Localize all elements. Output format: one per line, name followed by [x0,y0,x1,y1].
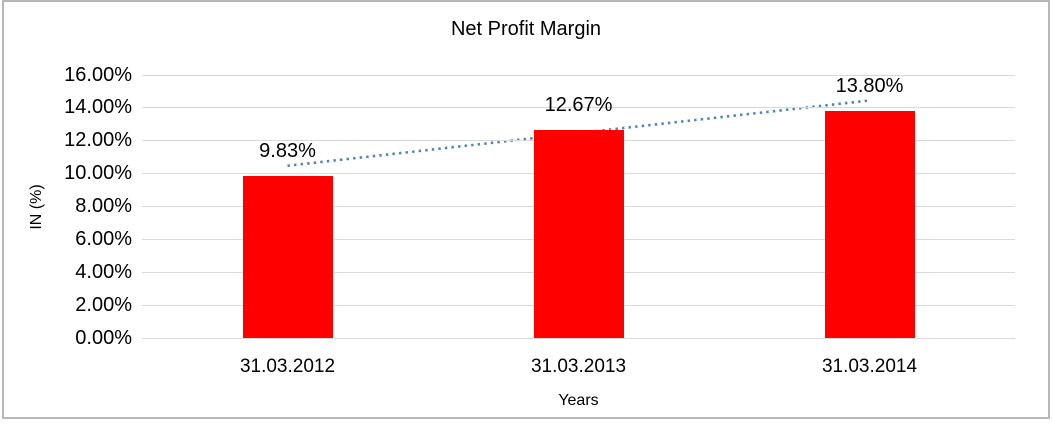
y-tick-label: 4.00% [75,260,132,283]
data-label: 12.67% [544,93,613,116]
data-label: 9.83% [259,140,316,163]
x-axis-title: Years [558,392,599,409]
chart-title: Net Profit Margin [450,18,602,40]
y-tick-label: 10.00% [64,162,132,185]
bar [533,129,624,338]
bar [824,111,915,338]
gridline [142,337,1015,339]
y-tick-label: 6.00% [75,227,132,250]
data-label: 13.80% [835,75,904,98]
plot-area: 9.83% 12.67% 13.80% [142,74,1015,339]
y-tick-label: 8.00% [75,195,132,217]
x-tick-label: 31.03.2012 [239,356,336,377]
y-tick-label: 12.00% [64,129,132,152]
y-tick-label: 2.00% [75,293,132,316]
x-tick-label: 31.03.2014 [821,356,918,377]
gridline [142,107,1015,109]
gridline [142,74,1015,76]
x-tick-label: 31.03.2013 [530,356,627,377]
x-axis-tick-labels: 31.03.2012 31.03.2013 31.03.2014 [142,355,1015,379]
y-tick-label: 0.00% [75,326,132,349]
chart-frame: Net Profit Margin IN (%) 0.00% 2.00% 4.00%… [2,0,1050,419]
y-tick-label: 14.00% [64,96,132,119]
bar [242,176,333,338]
y-tick-label: 16.00% [64,63,132,86]
